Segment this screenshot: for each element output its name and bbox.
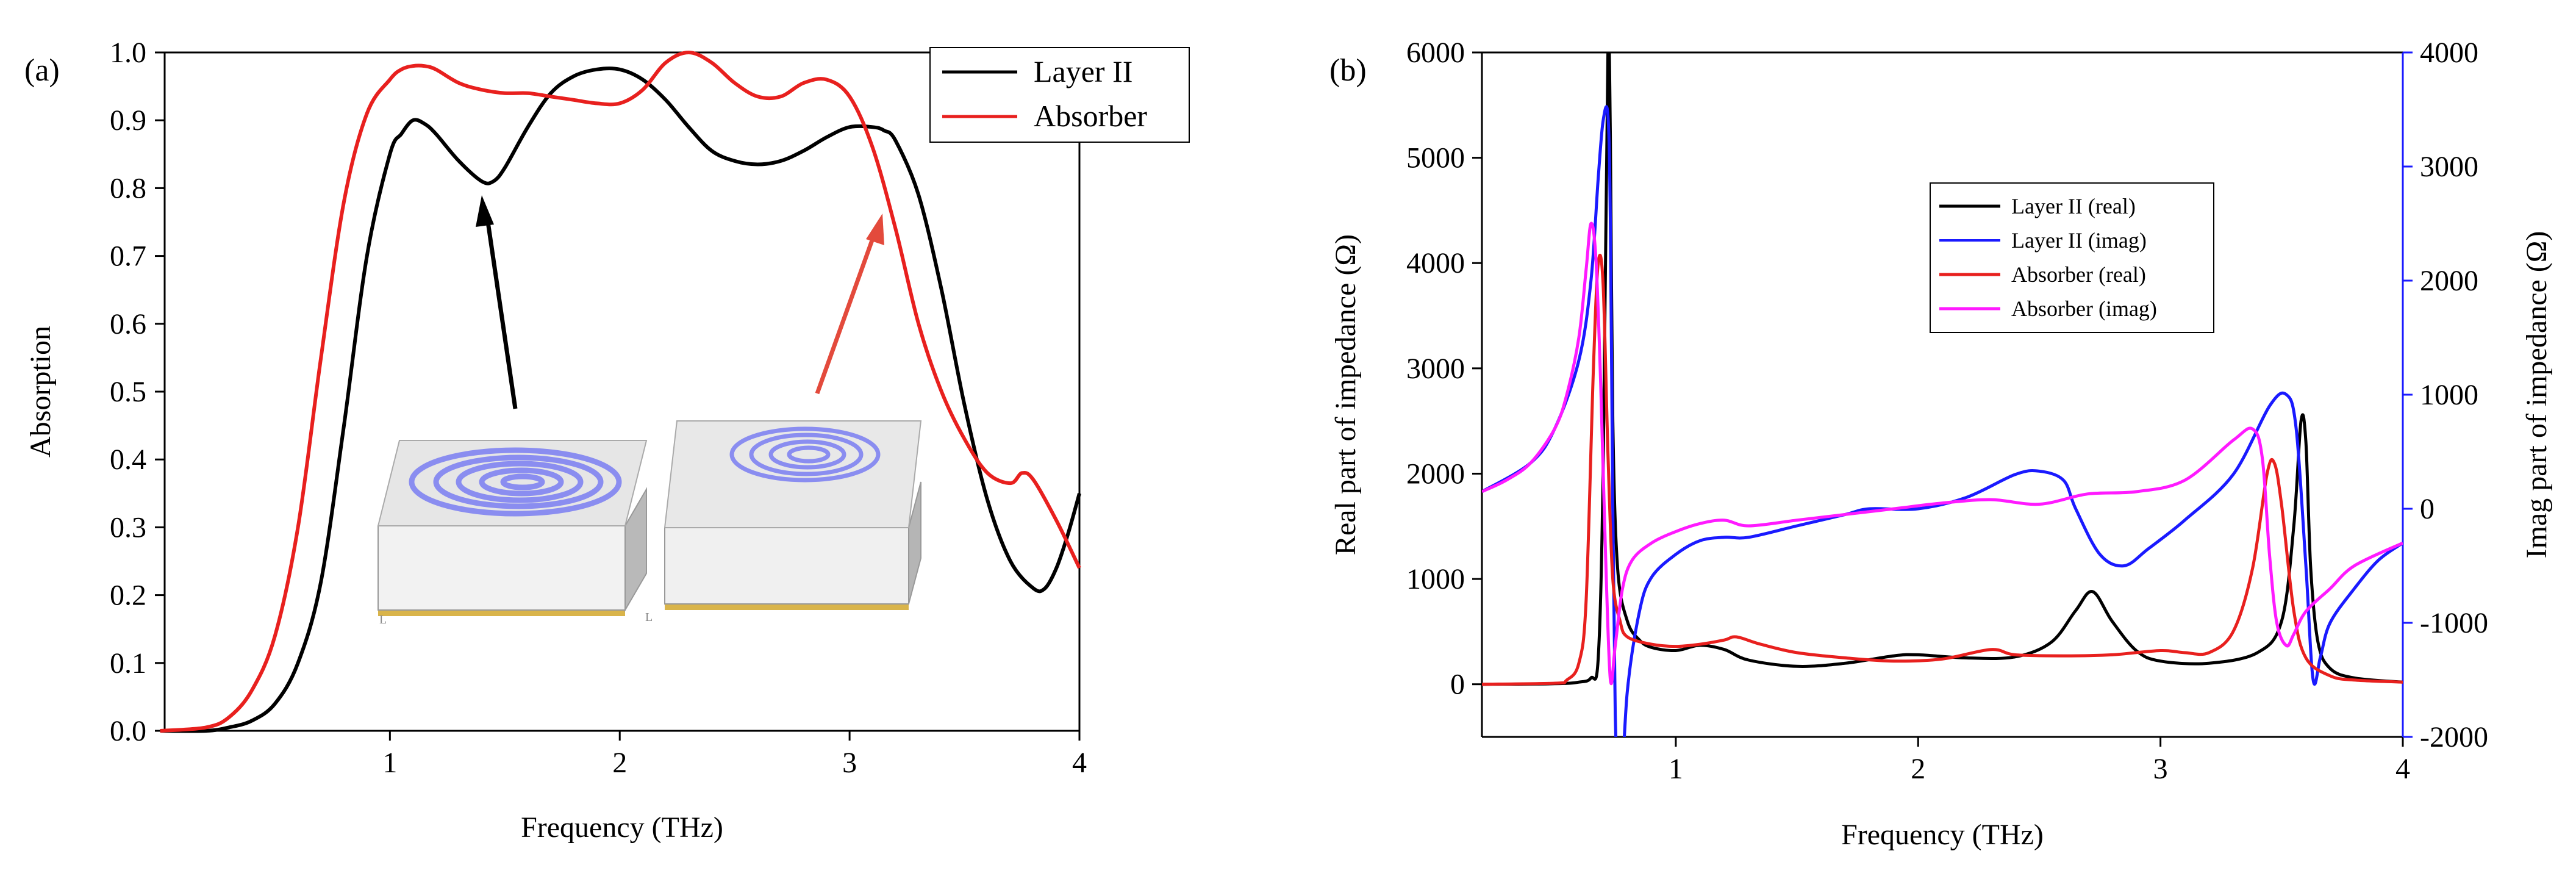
panel-a-xtick-label: 4 — [1072, 747, 1087, 779]
panel-b-right-ytick-label: -1000 — [2420, 607, 2488, 639]
panel-a-ytick-label: 0.1 — [110, 647, 146, 680]
panel-a-xtick-label: 1 — [382, 747, 397, 779]
panel-a-label: (a) — [24, 53, 60, 88]
panel-a-ytick-label: 0.8 — [110, 172, 146, 204]
legend-label-absorber-real: Absorber (real) — [2011, 262, 2146, 287]
panel-b-series-group — [1482, 52, 2403, 737]
panel-b-series — [1482, 52, 2403, 737]
series-line-layer-ii-real — [1482, 52, 2403, 686]
panel-b-left-ytick-label: 0 — [1450, 669, 1465, 701]
unit-cell-absorber-image: L — [645, 420, 922, 624]
spiral-pattern-right — [729, 426, 881, 483]
unit-cell-inset: L L — [377, 420, 922, 626]
panel-b-left-ytick-label: 4000 — [1406, 247, 1465, 279]
panel-b-left-ytick-label: 5000 — [1406, 142, 1465, 174]
legend-label-layer-ii-real: Layer II (real) — [2011, 194, 2136, 218]
legend-label-layer-ii-imag: Layer II (imag) — [2011, 228, 2147, 253]
panel-b-left-ytick-label: 1000 — [1406, 563, 1465, 595]
panel-a-xtick-label: 3 — [842, 747, 857, 779]
axis-glyph-right: L — [645, 611, 653, 624]
panel-b-xlabel: Frequency (THz) — [1841, 819, 2044, 851]
series-line-layer-ii — [160, 66, 1081, 733]
panel-b-right-ytick-label: 0 — [2420, 493, 2435, 525]
panel-a-ytick-label: 1.0 — [110, 37, 146, 69]
arrow-black-to-layer-ii-dip — [484, 213, 518, 409]
panel-a-ytick-label: 0.0 — [110, 715, 146, 747]
panel-a-series — [160, 51, 1081, 733]
legend-label-layer-ii: Layer II — [1034, 54, 1132, 88]
panel-a-ytick-label: 0.5 — [110, 376, 146, 408]
panel-b-ylabel-left: Real part of impedance (Ω) — [1329, 234, 1362, 555]
panel-b-ylabel-right: Imag part of impedance (Ω) — [2521, 231, 2553, 559]
legend-label-absorber-imag: Absorber (imag) — [2011, 296, 2157, 321]
panel-a-xtick-label: 2 — [612, 747, 627, 779]
panel-a-legend-box — [929, 47, 1190, 143]
panel-b-ticks: 1 2 3 4 0 1000 2000 3000 4000 5000 6000 -2000 -1000 0… — [1406, 37, 2488, 785]
panel-b-right-ytick-label: 2000 — [2420, 265, 2478, 297]
panel-a-ytick-label: 0.2 — [110, 580, 146, 612]
panel-a-ytick-label: 0.6 — [110, 308, 146, 340]
series-line-layer-ii-imag — [1482, 105, 2403, 737]
unit-cell-layer-ii-image: L — [377, 440, 648, 626]
arrow-black-head — [476, 195, 494, 227]
panel-a-ytick-label: 0.3 — [110, 511, 146, 544]
axis-glyph-left: L — [379, 613, 387, 626]
panel-a-ytick-label: 0.7 — [110, 240, 146, 273]
panel-a-ytick-label: 0.4 — [110, 443, 146, 476]
spiral-pattern-left — [409, 447, 622, 517]
panel-a-ticks: 1 2 3 4 0.0 0.1 0.2 0.3 0.4 0.5 0.6 0.7 0.8 0.9 1.0 — [110, 37, 1087, 779]
panel-b-xtick-label: 2 — [1911, 753, 1925, 785]
panel-a-absorption-chart: (a) L — [24, 37, 1190, 844]
panel-a-ylabel: Absorption — [24, 326, 57, 458]
series-line-absorber-real — [1482, 254, 2403, 686]
panel-b-right-ytick-label: 4000 — [2420, 37, 2478, 69]
panel-a-ytick-label: 0.9 — [110, 104, 146, 137]
legend-label-absorber: Absorber — [1034, 99, 1147, 133]
panel-b-right-ytick-label: 3000 — [2420, 151, 2478, 183]
panel-b-left-ytick-label: 2000 — [1406, 458, 1465, 490]
panel-b-xtick-label: 1 — [1669, 753, 1683, 785]
series-line-absorber — [160, 51, 1081, 733]
panel-b-xtick-label: 3 — [2153, 753, 2168, 785]
panel-b-left-ytick-label: 3000 — [1406, 353, 1465, 385]
arrow-red-to-absorber-edge — [815, 231, 878, 395]
panel-a-legend: Layer II Absorber — [929, 47, 1190, 143]
panel-b-right-ytick-label: -2000 — [2420, 721, 2488, 753]
panel-b-right-ytick-label: 1000 — [2420, 379, 2478, 411]
arrow-red-head — [866, 214, 884, 245]
panel-b-impedance-chart: (b) 1 2 3 4 0 1000 2000 3000 4000 5000 6000 -2000 -1… — [1329, 37, 2553, 851]
panel-b-left-ytick-label: 6000 — [1406, 37, 1465, 69]
panel-a-xlabel: Frequency (THz) — [521, 811, 723, 844]
series-line-absorber-imag — [1482, 221, 2403, 686]
panel-b-label: (b) — [1329, 53, 1367, 88]
panel-b-xtick-label: 4 — [2395, 753, 2410, 785]
panel-b-legend: Layer II (real) Layer II (imag) Absorber… — [1930, 182, 2214, 333]
